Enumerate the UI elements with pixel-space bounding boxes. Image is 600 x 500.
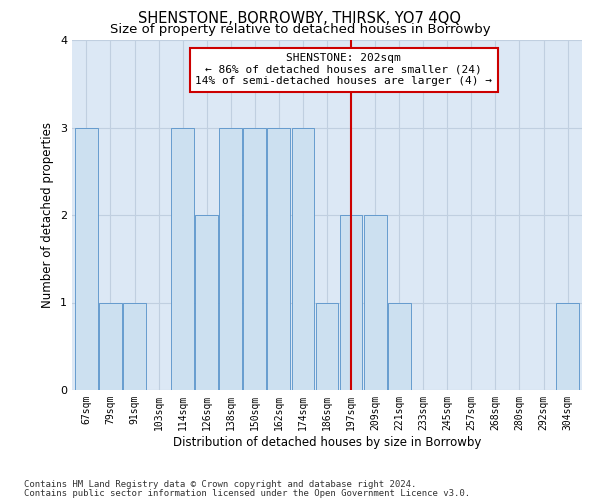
- Bar: [316, 302, 338, 390]
- Bar: [220, 128, 242, 390]
- Bar: [195, 215, 218, 390]
- Bar: [292, 128, 314, 390]
- Y-axis label: Number of detached properties: Number of detached properties: [41, 122, 55, 308]
- Bar: [75, 128, 98, 390]
- Text: SHENSTONE: 202sqm
← 86% of detached houses are smaller (24)
14% of semi-detached: SHENSTONE: 202sqm ← 86% of detached hous…: [196, 53, 493, 86]
- Bar: [171, 128, 194, 390]
- Bar: [556, 302, 579, 390]
- Bar: [123, 302, 146, 390]
- Text: Contains public sector information licensed under the Open Government Licence v3: Contains public sector information licen…: [24, 488, 470, 498]
- Text: Size of property relative to detached houses in Borrowby: Size of property relative to detached ho…: [110, 22, 490, 36]
- X-axis label: Distribution of detached houses by size in Borrowby: Distribution of detached houses by size …: [173, 436, 481, 448]
- Bar: [340, 215, 362, 390]
- Bar: [388, 302, 410, 390]
- Text: SHENSTONE, BORROWBY, THIRSK, YO7 4QQ: SHENSTONE, BORROWBY, THIRSK, YO7 4QQ: [139, 11, 461, 26]
- Bar: [268, 128, 290, 390]
- Bar: [364, 215, 386, 390]
- Bar: [99, 302, 122, 390]
- Text: Contains HM Land Registry data © Crown copyright and database right 2024.: Contains HM Land Registry data © Crown c…: [24, 480, 416, 489]
- Bar: [244, 128, 266, 390]
